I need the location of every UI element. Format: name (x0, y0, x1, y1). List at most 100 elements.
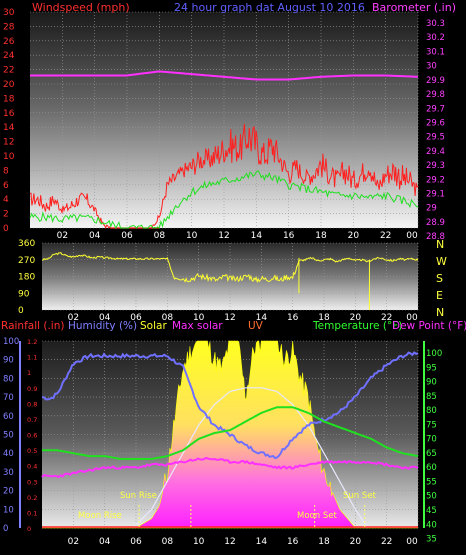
max-solar-legend: Max solar (172, 320, 223, 332)
windspeed-barometer-panel: 30282624222018161412108642030.330.230.13… (3, 1, 456, 242)
humidity-tick-label: 40 (3, 449, 14, 459)
temperature-tick-label: 50 (426, 492, 437, 502)
humidity-tick-label: 10 (3, 505, 14, 515)
rainfall-tick-label: 0.2 (27, 494, 37, 502)
panel2-x-tick-label: 22 (381, 313, 392, 323)
panel2-x-tick-label: 08 (162, 313, 174, 323)
humidity-line (41, 351, 419, 460)
compass-label: N (436, 306, 444, 319)
panel2-x-tick-label: 04 (99, 313, 111, 323)
chart-title: 24 hour graph dat August 10 2016 (174, 1, 365, 14)
panel1-x-tick-label: 02 (57, 231, 68, 241)
panel1-x-tick-label: 08 (154, 231, 166, 241)
panel3-x-tick-label: 22 (381, 537, 392, 547)
panel1-x-tick-label: 18 (315, 231, 327, 241)
panel2-x-tick-label: 02 (68, 313, 79, 323)
humidity-tick-label: 30 (3, 468, 14, 478)
panel1-x-tick-label: 04 (89, 231, 101, 241)
temperature-tick-label: 100 (426, 349, 442, 359)
barometer-axis-label: Barometer (.in) (372, 1, 456, 14)
panel1-x-tick-label: 00 (406, 231, 418, 241)
barometer-tick-label: 29.7 (426, 104, 445, 114)
panel3-x-tick-label: 04 (99, 537, 111, 547)
panel3-x-tick-label: 14 (256, 537, 268, 547)
windspeed-tick-label: 10 (3, 152, 15, 162)
panel2-x-tick-label: 10 (193, 313, 205, 323)
rainfall-tick-label: 1 (27, 369, 31, 377)
panel3-x-tick-label: 16 (287, 537, 299, 547)
panel2-x-tick-label: 16 (287, 313, 299, 323)
panel2-x-tick-label: 12 (224, 313, 235, 323)
panel1-x-tick-label: 14 (251, 231, 263, 241)
temperature-tick-label: 95 (426, 363, 437, 373)
barometer-tick-label: 29.5 (426, 133, 445, 143)
barometer-tick-label: 29.8 (426, 90, 445, 100)
windspeed-axis-label: Windspeed (mph) (32, 1, 130, 14)
rainfall-tick-label: 0.5 (27, 447, 37, 455)
rainfall-tick-label: 0.3 (27, 478, 37, 486)
windspeed-tick-label: 2 (3, 210, 9, 220)
wind-direction-tick-label: 270 (18, 256, 35, 266)
panel3-series: Sun Rise Sun Set Moon Rise Moon Set (41, 340, 419, 529)
windspeed-tick-label: 4 (3, 195, 9, 205)
panel3-x-tick-label: 08 (162, 537, 174, 547)
panel3-x-tick-label: 20 (350, 537, 362, 547)
panel1-x-tick-label: 16 (283, 231, 295, 241)
humidity-tick-label: 90 (3, 356, 14, 366)
wind-direction-tick-label: 0 (18, 306, 24, 316)
dew-point-line (41, 457, 419, 478)
compass-label: S (436, 272, 443, 285)
wind-direction-tick-label: 180 (18, 273, 35, 283)
panel1-x-tick-label: 22 (380, 231, 391, 241)
humidity-legend: Humidity (%) (68, 320, 137, 332)
dew-point-legend: Dew Point (°F) (392, 320, 466, 332)
windspeed-tick-label: 12 (3, 138, 14, 148)
barometer-tick-label: 29.2 (426, 175, 445, 185)
panel1-ticks: 30282624222018161412108642030.330.230.13… (3, 8, 445, 242)
rainfall-legend: Rainfall (.in) (1, 320, 64, 332)
temperature-tick-label: 45 (426, 506, 437, 516)
windspeed-tick-label: 6 (3, 181, 9, 191)
panel3-x-tick-label: 06 (130, 537, 142, 547)
panel2-x-tick-label: 00 (406, 313, 418, 323)
temperature-tick-label: 80 (426, 406, 437, 416)
sun-set-label: Sun Set (343, 491, 376, 501)
humidity-tick-label: 50 (3, 431, 14, 441)
temperature-tick-label: 75 (426, 420, 437, 430)
wind-direction-tick-label: 360 (18, 239, 35, 249)
windspeed-tick-label: 18 (3, 94, 15, 104)
panel1-x-tick-label: 20 (348, 231, 360, 241)
rainfall-tick-label: 1.1 (27, 354, 37, 362)
rainfall-tick-label: 0.7 (27, 416, 37, 424)
barometer-tick-label: 30.2 (426, 33, 445, 43)
temperature-tick-label: 90 (426, 378, 437, 388)
temperature-tick-label: 85 (426, 392, 437, 402)
rainfall-tick-label: 0 (27, 525, 31, 533)
rainfall-tick-label: 0.1 (27, 509, 37, 517)
panel1-grid (30, 11, 419, 229)
moon-set-label: Moon Set (297, 511, 337, 521)
rainfall-tick-label: 0.9 (27, 385, 37, 393)
solar-legend: Solar (140, 320, 167, 332)
humidity-tick-label: 70 (3, 393, 14, 403)
panel2-x-tick-label: 18 (318, 313, 330, 323)
rainfall-tick-label: 1.2 (27, 338, 37, 346)
rainfall-tick-label: 0.6 (27, 432, 37, 440)
barometer-tick-label: 30 (426, 62, 437, 72)
panel2-x-tick-label: 14 (256, 313, 268, 323)
wind-gust-line (29, 170, 419, 230)
barometer-tick-label: 29.1 (426, 190, 445, 200)
wind-direction-tick-label: 90 (18, 289, 30, 299)
panel3-ticks: 10090807060504030201001.21.110.90.80.70.… (3, 337, 442, 547)
compass-label: W (436, 255, 447, 268)
panel3-x-tick-label: 02 (68, 537, 79, 547)
sun-rise-label: Sun Rise (120, 491, 157, 501)
barometer-tick-label: 30.3 (426, 19, 445, 29)
rainfall-tick-label: 0.8 (27, 400, 37, 408)
panel1-x-tick-label: 10 (186, 231, 198, 241)
panel1-x-tick-label: 12 (218, 231, 229, 241)
temperature-tick-label: 35 (426, 535, 437, 545)
barometer-tick-label: 29 (426, 204, 437, 214)
humidity-tick-label: 60 (3, 412, 14, 422)
